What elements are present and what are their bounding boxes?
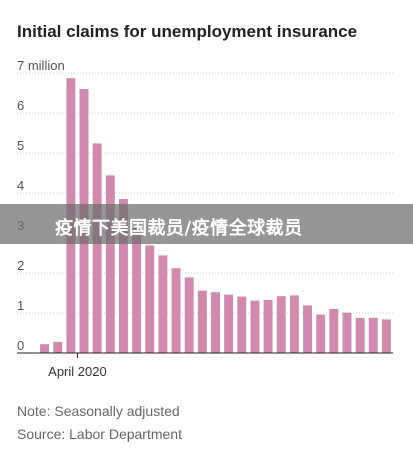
bar [316, 314, 326, 353]
watermark-banner [0, 204, 413, 244]
y-tick-label: 6 [17, 98, 24, 113]
bar [289, 295, 299, 353]
bar [303, 305, 313, 353]
bar [132, 226, 142, 353]
bar [381, 319, 391, 353]
bar [105, 175, 115, 353]
chart-note: Note: Seasonally adjusted [17, 403, 180, 419]
y-tick-label: 1 [17, 298, 24, 313]
bar [53, 341, 63, 353]
y-tick-label: 7 million [17, 58, 65, 73]
bar [224, 294, 234, 353]
bar [92, 143, 102, 353]
bar [276, 296, 286, 353]
watermark-text: 疫情下美国裁员/疫情全球裁员 [55, 218, 303, 239]
y-tick-label: 2 [17, 258, 24, 273]
y-tick-label: 4 [17, 178, 24, 193]
bar [329, 309, 339, 353]
y-tick-label: 0 [17, 338, 24, 353]
bar [158, 255, 168, 353]
bar [250, 300, 260, 353]
bar [237, 296, 247, 353]
bar [118, 199, 128, 353]
bar [145, 245, 155, 353]
x-axis-tick-label: April 2020 [48, 364, 107, 379]
bar [184, 277, 194, 353]
chart-source: Source: Labor Department [17, 426, 182, 442]
bar [197, 290, 207, 353]
bar [355, 317, 365, 353]
bar [211, 292, 220, 353]
chart-title: Initial claims for unemployment insuranc… [17, 22, 357, 41]
bar [40, 344, 50, 353]
bar [342, 312, 352, 353]
y-tick-label: 5 [17, 138, 24, 153]
bar [368, 317, 378, 353]
bar [171, 268, 181, 353]
bar [263, 299, 273, 353]
